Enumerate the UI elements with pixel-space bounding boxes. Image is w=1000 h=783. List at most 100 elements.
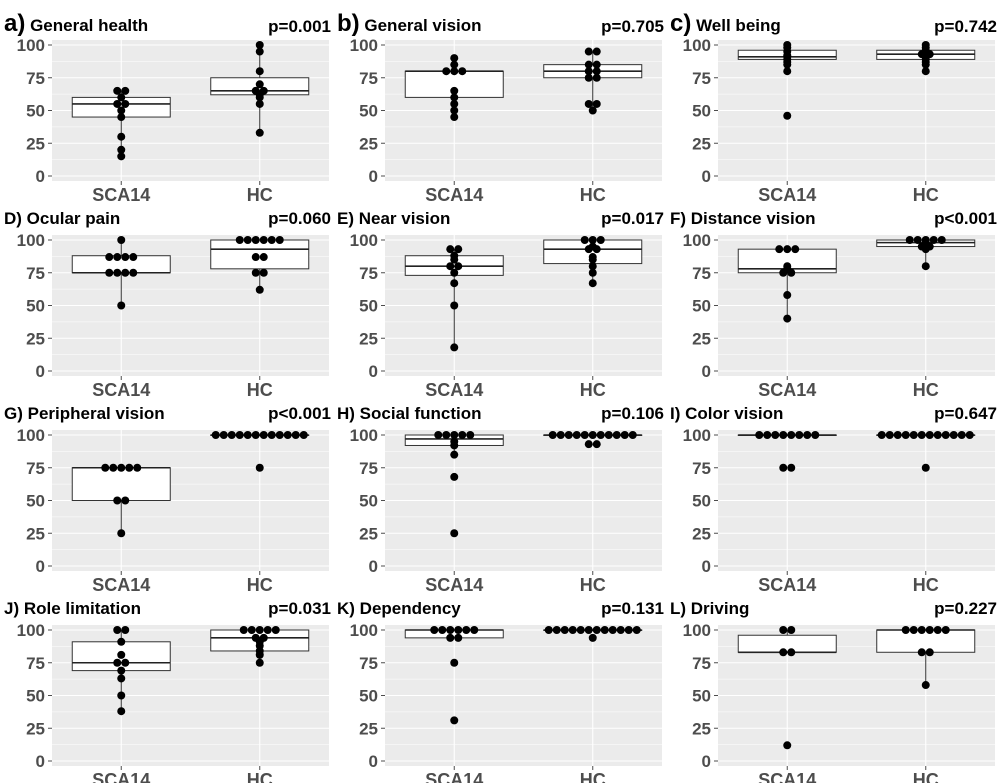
- data-point: [925, 431, 934, 439]
- data-point: [925, 626, 934, 634]
- data-point: [121, 268, 130, 277]
- x-tick-label: SCA14: [758, 185, 816, 205]
- data-point: [450, 279, 459, 288]
- data-point: [592, 99, 601, 108]
- boxplot-panel: H) Social function p=0.106 0 25 50 75 100 SCA14…: [333, 390, 666, 595]
- y-tick-label: 75: [359, 459, 378, 478]
- y-tick-label: 0: [702, 167, 711, 186]
- boxplot-panel: F) Distance vision p<0.001 0 25 50 75 100 SCA14…: [666, 195, 999, 400]
- y-tick-label: 0: [36, 752, 45, 771]
- data-point: [604, 431, 613, 439]
- data-point: [113, 496, 122, 505]
- data-point: [803, 431, 812, 439]
- data-point: [584, 60, 593, 69]
- data-point: [255, 128, 264, 137]
- boxplot-svg: 0 25 50 75 100 SCA14 HC: [683, 621, 995, 783]
- boxplot-svg: 0 25 50 75 100 SCA14 HC: [683, 231, 995, 400]
- y-tick-label: 25: [359, 719, 378, 738]
- data-point: [632, 626, 641, 634]
- x-tick-label: HC: [247, 185, 273, 205]
- panel-title: E) Near vision: [337, 209, 450, 229]
- data-point: [121, 86, 130, 95]
- y-tick-label: 0: [369, 557, 378, 576]
- data-point: [779, 626, 788, 634]
- y-tick-label: 100: [17, 621, 45, 640]
- boxplot-panel: J) Role limitation p=0.031 0 25 50 75 100 SCA14…: [0, 585, 333, 783]
- data-point: [588, 633, 597, 642]
- data-point: [917, 431, 926, 439]
- data-point: [584, 99, 593, 108]
- y-tick-label: 0: [369, 167, 378, 186]
- iqr-box: [404, 629, 504, 639]
- data-point: [121, 496, 130, 505]
- x-tick-label: SCA14: [425, 185, 483, 205]
- data-point: [596, 431, 605, 439]
- y-tick-label: 100: [17, 36, 45, 55]
- data-point: [113, 86, 122, 95]
- data-point: [458, 431, 467, 439]
- x-tick-label: HC: [580, 185, 606, 205]
- data-point: [438, 626, 447, 634]
- boxplot-panel: G) Peripheral vision p<0.001 0 25 50 75 100 SCA…: [0, 390, 333, 595]
- data-point: [917, 626, 926, 634]
- panel-title-text: Distance vision: [686, 209, 816, 228]
- data-point: [795, 431, 804, 439]
- y-tick-label: 100: [17, 426, 45, 445]
- data-point: [909, 431, 918, 439]
- y-tick-label: 50: [359, 687, 378, 706]
- iqr-box: [876, 629, 976, 653]
- boxplot-panel: L) Driving p=0.227 0 25 50 75 100 SCA14 HC: [666, 585, 999, 783]
- data-point: [921, 67, 930, 76]
- y-tick-label: 50: [692, 102, 711, 121]
- y-tick-label: 25: [359, 329, 378, 348]
- data-point: [450, 472, 459, 481]
- data-point: [450, 93, 459, 102]
- y-tick-label: 25: [692, 524, 711, 543]
- data-point: [925, 648, 934, 657]
- y-tick-label: 100: [683, 231, 711, 250]
- data-point: [255, 99, 264, 108]
- data-point: [568, 626, 577, 634]
- iqr-box: [737, 634, 837, 653]
- y-tick-label: 50: [359, 492, 378, 511]
- data-point: [921, 262, 930, 271]
- data-point: [121, 99, 130, 108]
- data-point: [235, 431, 244, 439]
- data-point: [937, 236, 946, 244]
- p-value: p<0.001: [268, 404, 331, 423]
- x-tick-label: HC: [580, 575, 606, 595]
- data-point: [933, 626, 942, 634]
- y-tick-label: 50: [26, 687, 45, 706]
- panel-title-text: Driving: [686, 599, 750, 618]
- data-point: [608, 626, 617, 634]
- data-point: [588, 262, 597, 271]
- y-tick-label: 0: [369, 752, 378, 771]
- y-tick-label: 50: [359, 102, 378, 121]
- data-point: [117, 666, 126, 675]
- boxplot-svg: 0 25 50 75 100 SCA14 HC: [350, 621, 662, 783]
- data-point: [949, 431, 958, 439]
- x-tick-label: HC: [913, 575, 939, 595]
- data-point: [243, 431, 252, 439]
- data-point: [584, 67, 593, 76]
- data-point: [620, 431, 629, 439]
- data-point: [787, 648, 796, 657]
- data-point: [592, 60, 601, 69]
- y-tick-label: 100: [350, 621, 378, 640]
- data-point: [129, 268, 138, 277]
- y-tick-label: 75: [359, 69, 378, 88]
- y-tick-label: 75: [692, 459, 711, 478]
- data-point: [576, 626, 585, 634]
- data-point: [783, 245, 792, 254]
- data-point: [544, 626, 553, 634]
- data-point: [588, 242, 597, 251]
- data-point: [446, 626, 455, 634]
- data-point: [430, 626, 439, 634]
- data-point: [219, 431, 228, 439]
- data-point: [113, 658, 122, 667]
- y-tick-label: 75: [26, 69, 45, 88]
- data-point: [442, 431, 451, 439]
- y-tick-label: 25: [692, 134, 711, 153]
- data-point: [763, 431, 772, 439]
- data-point: [251, 633, 260, 642]
